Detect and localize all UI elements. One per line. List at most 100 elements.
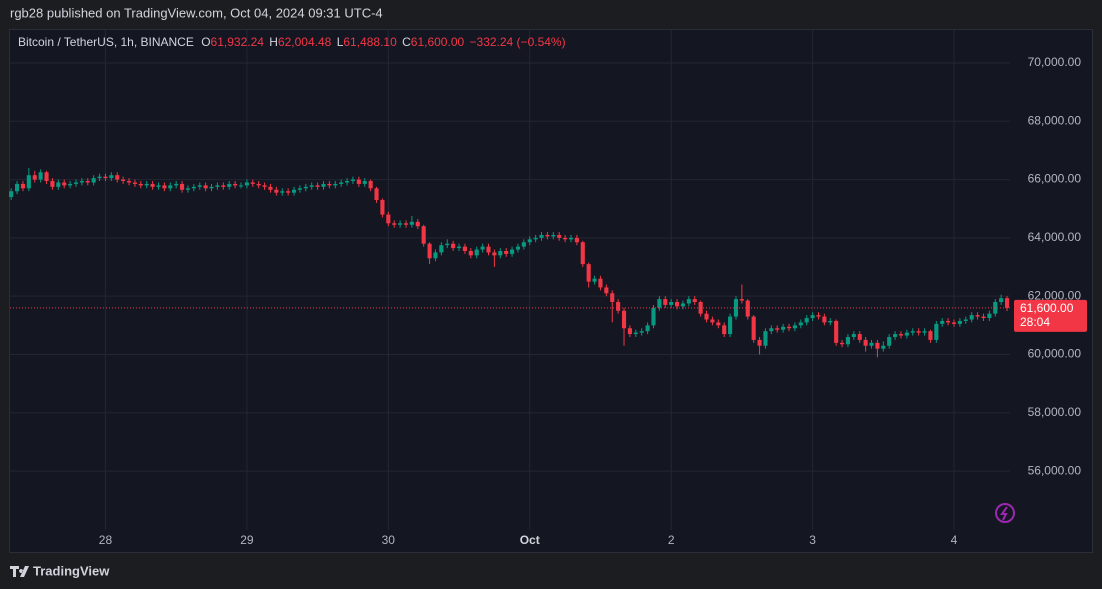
alert-icon[interactable] xyxy=(995,503,1015,523)
candle-body xyxy=(309,185,314,187)
candle-body xyxy=(851,334,856,337)
candle-body xyxy=(256,183,261,186)
candle-body xyxy=(144,183,149,186)
candle-body xyxy=(763,331,768,346)
candle-body xyxy=(415,221,420,227)
candle-body xyxy=(474,249,479,256)
candle-body xyxy=(109,175,114,179)
brand-logo[interactable]: TradingView xyxy=(10,563,110,578)
candle-body xyxy=(881,345,886,349)
candle-body xyxy=(73,182,79,184)
candle-body xyxy=(380,199,385,215)
candle-body xyxy=(598,278,603,288)
candle-body xyxy=(828,320,833,323)
candle-body xyxy=(574,237,579,243)
last-price-label: 61,600.00 xyxy=(1020,301,1074,315)
x-tick-label: Oct xyxy=(520,533,540,547)
candle-body xyxy=(557,234,562,238)
candle-body xyxy=(592,278,597,282)
candle-body xyxy=(185,188,191,190)
candle-body xyxy=(345,181,350,183)
candle-body xyxy=(863,339,868,346)
x-tick-label: 3 xyxy=(809,533,816,547)
y-tick-label: 58,000.00 xyxy=(1028,405,1082,419)
candle-body xyxy=(286,191,291,193)
candle-body xyxy=(680,303,686,307)
candle-body xyxy=(963,319,968,321)
candle-body xyxy=(333,183,338,186)
y-tick-label: 62,000.00 xyxy=(1028,288,1082,302)
candle-body xyxy=(568,237,574,240)
candle-body xyxy=(433,252,438,259)
y-tick-label: 56,000.00 xyxy=(1028,463,1082,477)
candle-body xyxy=(669,302,674,305)
chart-title: Bitcoin / TetherUS, 1h, BINANCE xyxy=(18,35,194,49)
candle-body xyxy=(62,182,67,186)
candle-body xyxy=(138,183,143,186)
legend-value: 61,488.10 xyxy=(343,35,397,49)
candle-body xyxy=(297,188,302,190)
candle-body xyxy=(233,183,238,186)
plot: 56,000.00 58,000.00 60,000.00 62,000.00 64,0… xyxy=(9,30,1087,547)
y-tick-label: 66,000.00 xyxy=(1028,172,1082,186)
candle-body xyxy=(56,182,61,187)
candle-body xyxy=(839,342,845,345)
change: −332.24 (−0.54%) xyxy=(470,35,566,49)
candle-body xyxy=(126,181,132,183)
countdown-label: 28:04 xyxy=(1020,315,1050,329)
candle-body xyxy=(315,185,320,187)
candle-body xyxy=(368,181,373,189)
candle-body xyxy=(421,226,426,244)
candle-body xyxy=(904,332,909,336)
candle-body xyxy=(981,316,986,319)
candle-body xyxy=(91,178,96,183)
candle-body xyxy=(174,183,179,186)
candle-body xyxy=(439,245,444,253)
candle-body xyxy=(610,293,615,303)
candle-body xyxy=(85,181,90,183)
candle-body xyxy=(822,316,827,323)
candle-body xyxy=(804,318,809,323)
candle-body xyxy=(898,334,904,336)
candle-body xyxy=(798,322,803,326)
candle-body xyxy=(209,186,214,189)
candle-body xyxy=(704,313,709,320)
candle-body xyxy=(280,191,285,193)
candle-body xyxy=(132,182,137,184)
candle-body xyxy=(580,242,585,265)
candle-body xyxy=(751,316,756,340)
candle-body xyxy=(510,249,515,254)
candle-body xyxy=(486,246,491,253)
candle-body xyxy=(197,185,202,187)
candle-body xyxy=(916,331,921,333)
candle-body xyxy=(227,183,232,187)
candle-body xyxy=(215,185,220,187)
candle-body xyxy=(887,336,892,346)
candle-body xyxy=(156,185,161,187)
candle-body xyxy=(504,250,509,254)
candle-body xyxy=(427,243,432,259)
candle-body xyxy=(910,331,915,333)
candle-body xyxy=(392,223,397,225)
candle-body xyxy=(103,176,108,179)
candle-body xyxy=(869,342,874,346)
candle-body xyxy=(44,172,49,182)
candle-body xyxy=(545,234,550,237)
candle-body xyxy=(15,183,20,192)
candle-body xyxy=(975,315,980,317)
last-price-box xyxy=(1014,299,1087,332)
candle-body xyxy=(586,264,591,282)
candle-body xyxy=(262,185,267,187)
candle-body xyxy=(857,334,862,340)
candle-body xyxy=(816,315,821,317)
candle-body xyxy=(321,183,326,187)
candle-body xyxy=(722,325,727,335)
candle-body xyxy=(639,331,644,333)
candle-body xyxy=(374,188,379,200)
candle-body xyxy=(68,183,73,186)
candle-body xyxy=(775,328,780,330)
candle-body xyxy=(162,185,167,189)
candle-body xyxy=(468,250,473,256)
x-tick-label: 4 xyxy=(951,533,958,547)
